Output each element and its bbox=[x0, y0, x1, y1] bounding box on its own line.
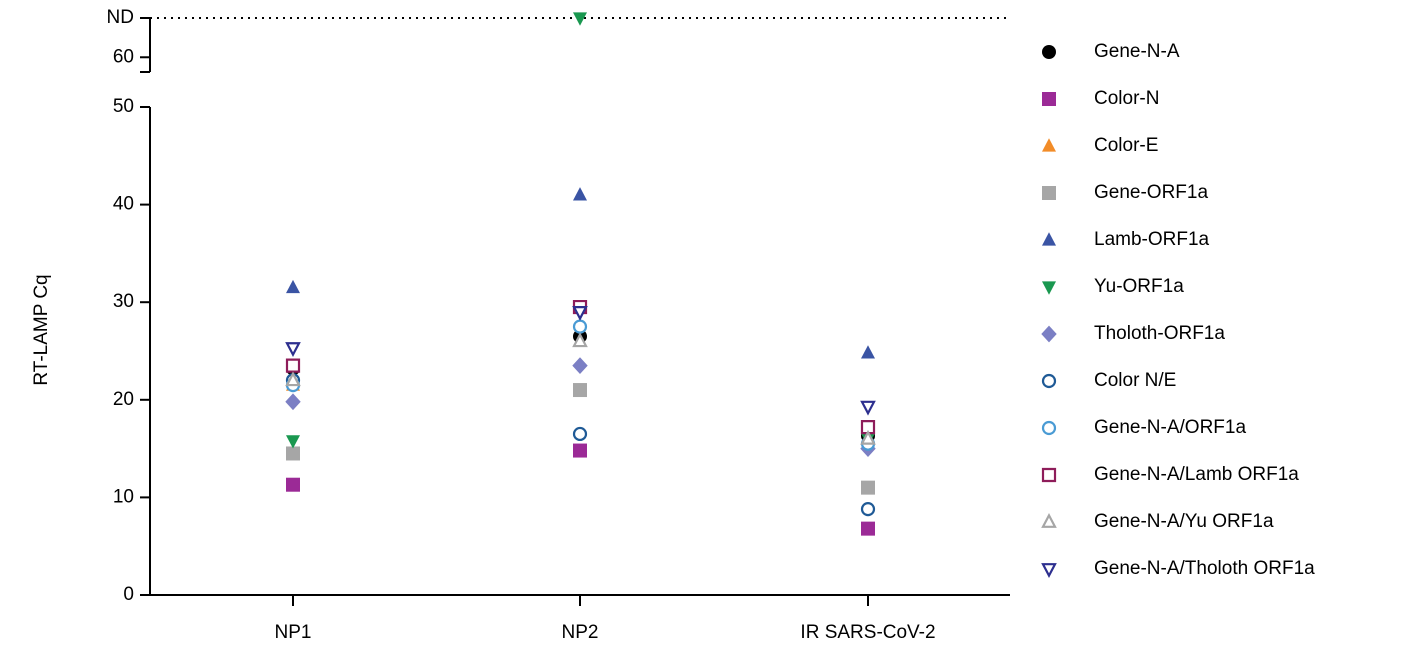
legend-label: Gene-ORF1a bbox=[1094, 182, 1208, 203]
legend-label: Color N/E bbox=[1094, 370, 1176, 391]
legend-marker bbox=[1042, 281, 1056, 295]
y-tick-label: 50 bbox=[113, 96, 134, 117]
y-tick-label: 60 bbox=[113, 46, 134, 67]
y-tick-label: 30 bbox=[113, 291, 134, 312]
data-point bbox=[572, 426, 588, 442]
y-tick-label: 20 bbox=[113, 389, 134, 410]
data-point bbox=[861, 345, 875, 359]
y-axis-label: RT-LAMP Cq bbox=[31, 274, 52, 385]
legend-label: Gene-N-A/Tholoth ORF1a bbox=[1094, 558, 1315, 579]
data-point bbox=[573, 187, 587, 201]
data-point bbox=[286, 477, 300, 492]
x-tick-label: NP1 bbox=[275, 622, 312, 643]
y-tick-label: 0 bbox=[123, 584, 134, 605]
legend-marker bbox=[1041, 420, 1057, 436]
legend-marker bbox=[1042, 92, 1056, 106]
data-point bbox=[573, 12, 587, 26]
data-point bbox=[572, 357, 588, 375]
y-tick-label: 40 bbox=[113, 194, 134, 215]
legend-label: Tholoth-ORF1a bbox=[1094, 323, 1225, 344]
data-point bbox=[572, 332, 588, 348]
legend-label: Color-E bbox=[1094, 135, 1158, 156]
legend-marker bbox=[1042, 186, 1056, 200]
x-tick-label: NP2 bbox=[562, 622, 599, 643]
data-point bbox=[860, 429, 876, 445]
data-point bbox=[285, 393, 301, 411]
legend-marker bbox=[1042, 45, 1056, 59]
legend-marker bbox=[1041, 513, 1057, 528]
data-point bbox=[573, 443, 587, 458]
data-point bbox=[572, 319, 588, 334]
legend-marker bbox=[1041, 325, 1057, 343]
y-tick-label: 10 bbox=[113, 486, 134, 507]
legend-label: Gene-N-A bbox=[1094, 41, 1180, 62]
legend-label: Lamb-ORF1a bbox=[1094, 229, 1210, 250]
legend-label: Gene-N-A/Lamb ORF1a bbox=[1094, 464, 1299, 485]
data-point bbox=[286, 279, 300, 294]
data-point bbox=[285, 371, 301, 387]
legend-label: Yu-ORF1a bbox=[1094, 276, 1184, 297]
legend-marker bbox=[1041, 467, 1057, 483]
data-point bbox=[572, 306, 588, 321]
legend-marker bbox=[1041, 373, 1057, 389]
data-point bbox=[573, 383, 587, 398]
data-point bbox=[285, 342, 301, 358]
data-point bbox=[861, 480, 875, 495]
data-point bbox=[861, 521, 875, 536]
legend-label: Gene-N-A/Yu ORF1a bbox=[1094, 511, 1274, 532]
legend-label: Color-N bbox=[1094, 88, 1159, 109]
legend-marker bbox=[1041, 563, 1057, 578]
x-tick-label: IR SARS-CoV-2 bbox=[800, 622, 935, 643]
y-tick-label: ND bbox=[107, 7, 134, 28]
legend-label: Gene-N-A/ORF1a bbox=[1094, 417, 1246, 438]
legend-marker bbox=[1042, 232, 1056, 246]
data-point bbox=[286, 446, 300, 461]
data-point bbox=[860, 420, 876, 435]
legend-marker bbox=[1042, 138, 1056, 152]
data-point bbox=[860, 400, 876, 416]
data-point bbox=[860, 502, 876, 517]
data-point bbox=[285, 358, 301, 373]
data-point bbox=[286, 435, 300, 449]
